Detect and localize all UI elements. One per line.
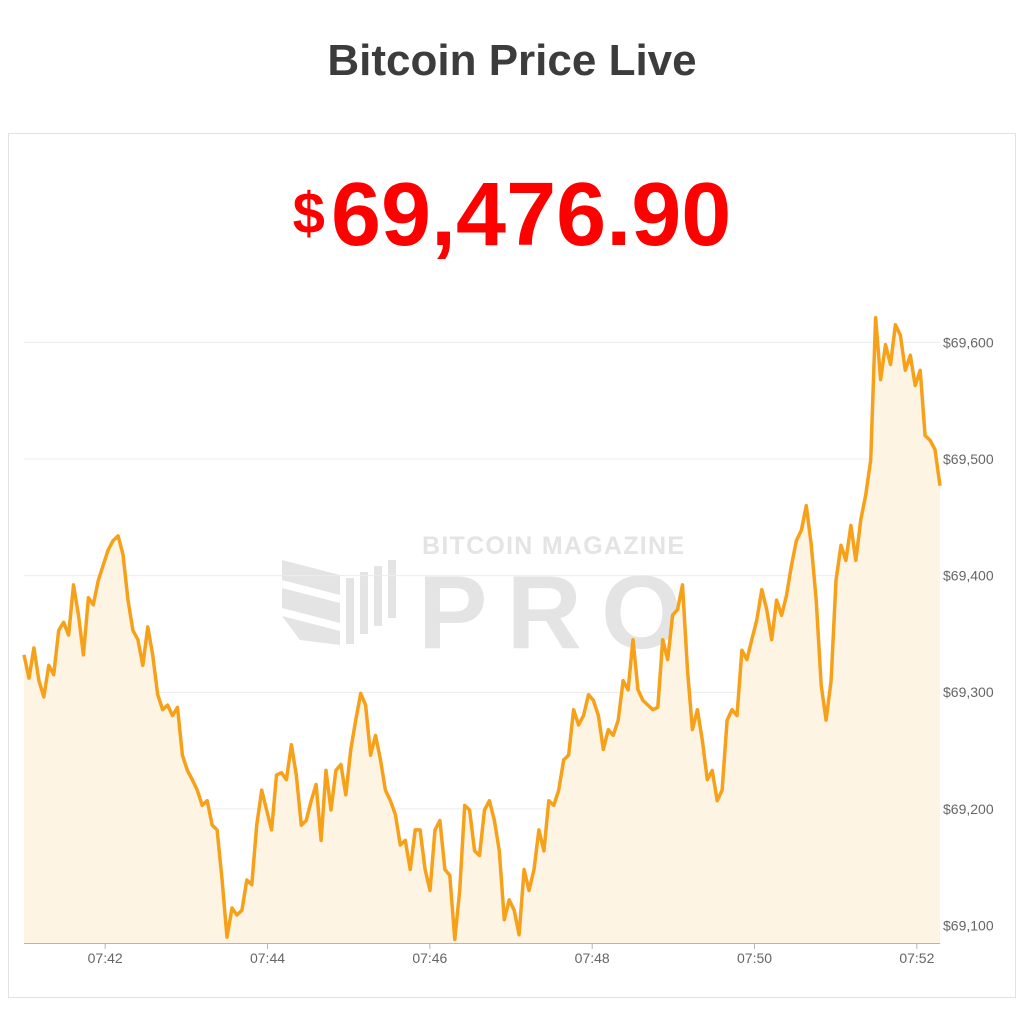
price-amount: 69,476.90 <box>331 165 731 265</box>
watermark-logo <box>346 578 354 644</box>
x-tick-label: 07:46 <box>412 950 447 966</box>
watermark-logo <box>388 560 396 618</box>
x-tick-label: 07:50 <box>737 950 772 966</box>
watermark-text: BITCOIN MAGAZINE <box>422 532 684 560</box>
watermark-logo <box>360 572 368 634</box>
y-tick-label: $69,100 <box>943 918 994 934</box>
y-tick-label: $69,500 <box>943 451 994 467</box>
page-title: Bitcoin Price Live <box>327 36 696 85</box>
watermark-text: PRO <box>418 555 682 671</box>
y-tick-label: $69,400 <box>943 568 994 584</box>
y-tick-label: $69,200 <box>943 801 994 817</box>
plot-area: $69,100 $69,200 $69,300 $69,400 $69,500 $69,6… <box>22 316 994 966</box>
x-tick-label: 07:44 <box>250 950 285 966</box>
watermark-logo <box>282 560 340 645</box>
x-tick-label: 07:48 <box>575 950 610 966</box>
current-price: $69,476.90 <box>293 165 732 265</box>
watermark: BITCOIN MAGAZINE PRO <box>282 532 684 671</box>
y-tick-label: $69,300 <box>943 684 994 700</box>
area <box>24 317 940 943</box>
watermark-logo <box>374 566 382 626</box>
y-tick-label: $69,600 <box>943 334 994 350</box>
currency-symbol: $ <box>293 181 325 246</box>
x-tick-label: 07:42 <box>88 950 123 966</box>
x-tick-label: 07:52 <box>899 950 934 966</box>
price-line <box>22 316 942 942</box>
